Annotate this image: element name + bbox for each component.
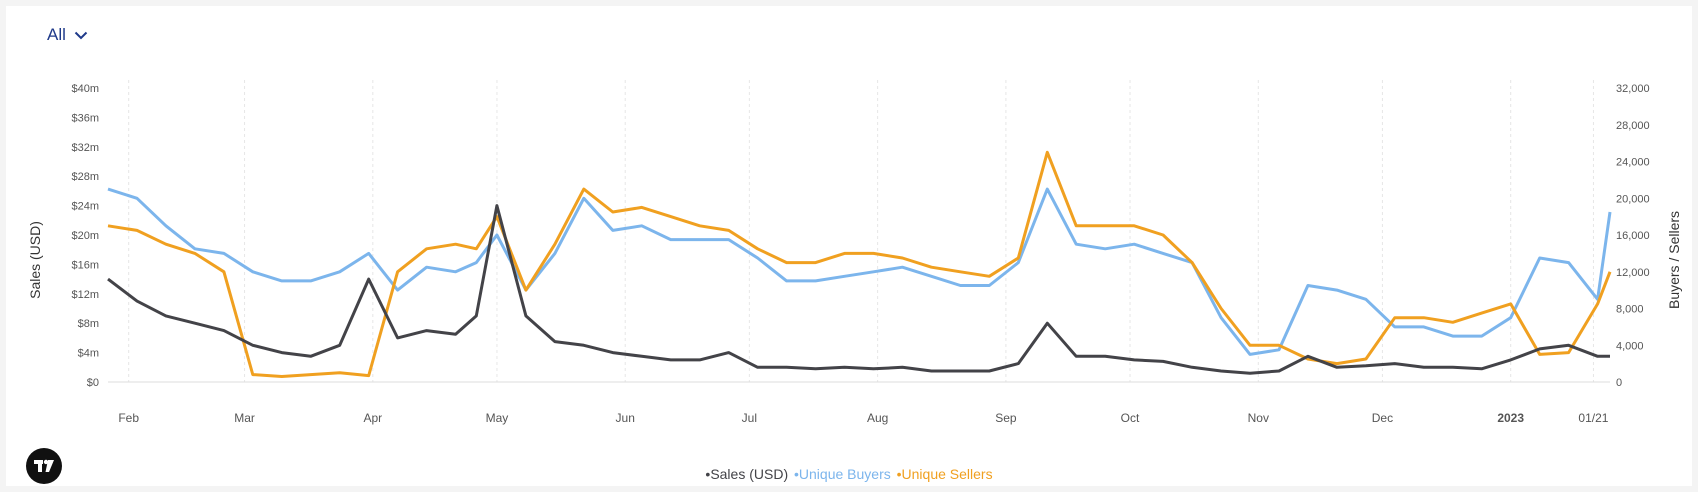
x-tick-label: Aug [867,411,888,425]
x-tick-label: Mar [234,411,255,425]
chart-card [6,6,1692,486]
x-axis-ticks: Feb Mar Apr May Jun Jul Aug Sep Oct Nov Dec 2023 01/… [118,411,1608,425]
legend-item-sellers[interactable]: •Unique Sellers [897,466,993,482]
y-right-tick-label: 28,000 [1616,120,1650,132]
y-right-tick-label: 20,000 [1616,193,1650,205]
grid-lines [108,80,1610,383]
x-tick-label: Apr [363,411,382,425]
x-tick-label: Jul [742,411,757,425]
x-tick-label: 2023 [1497,411,1524,425]
y-right-tick-label: 24,000 [1616,157,1650,169]
legend-label: Unique Sellers [901,466,993,482]
y-right-tick-label: 8,000 [1616,304,1644,316]
x-tick-label: Sep [995,411,1017,425]
legend-dot: • [705,466,711,482]
y-left-tick-label: $40m [71,83,99,95]
legend-label: Unique Buyers [798,466,891,482]
series-sales-usd[interactable] [107,204,1610,375]
y-left-tick-label: $32m [71,142,99,154]
legend-item-buyers[interactable]: •Unique Buyers [794,466,891,482]
series-group [107,150,1612,378]
y-right-tick-label: 4,000 [1616,340,1644,352]
tradingview-logo-glyph [34,459,54,472]
legend-item-sales[interactable]: •Sales (USD) [705,466,788,482]
range-selector[interactable]: All [47,25,88,45]
y-left-tick-label: $24m [71,201,99,213]
x-tick-label: May [486,411,509,425]
y-right-tick-label: 0 [1616,377,1622,389]
y-right-tick-label: 32,000 [1616,83,1650,95]
x-tick-label: Jun [616,411,635,425]
legend-dot: • [896,466,902,482]
series-unique-buyers[interactable] [107,187,1612,356]
y-left-tick-label: $36m [71,112,99,124]
legend-label: Sales (USD) [710,466,789,482]
x-tick-label: 01/21 [1578,411,1608,425]
y-left-tick-label: $16m [71,259,99,271]
y-axis-left-label: Sales (USD) [27,221,43,299]
legend: •Sales (USD) •Unique Buyers •Unique Sell… [0,466,1698,482]
x-tick-label: Nov [1248,411,1269,425]
tradingview-logo-icon[interactable] [26,448,62,484]
x-tick-label: Oct [1121,411,1140,425]
x-tick-label: Feb [118,411,139,425]
y-right-tick-label: 16,000 [1616,230,1650,242]
series-unique-sellers[interactable] [107,150,1612,378]
y-right-tick-label: 12,000 [1616,267,1650,279]
y-left-tick-label: $8m [78,318,99,330]
y-left-tick-label: $20m [71,230,99,242]
legend-dot: • [794,466,799,482]
y-left-tick-label: $0 [87,377,99,389]
x-tick-label: Dec [1372,411,1393,425]
chevron-down-icon [74,31,88,39]
y-left-tick-label: $12m [71,289,99,301]
y-axis-right-label: Buyers / Sellers [1666,211,1682,309]
range-selector-label: All [47,25,66,44]
y-axis-right-ticks: 0 4,000 8,000 12,000 16,000 20,000 24,000 28,00… [1616,83,1650,389]
y-left-tick-label: $28m [71,171,99,183]
y-left-tick-label: $4m [78,348,99,360]
y-axis-left-ticks: $0 $4m $8m $12m $16m $20m $24m $28m $32m $36m $40m [71,83,99,389]
